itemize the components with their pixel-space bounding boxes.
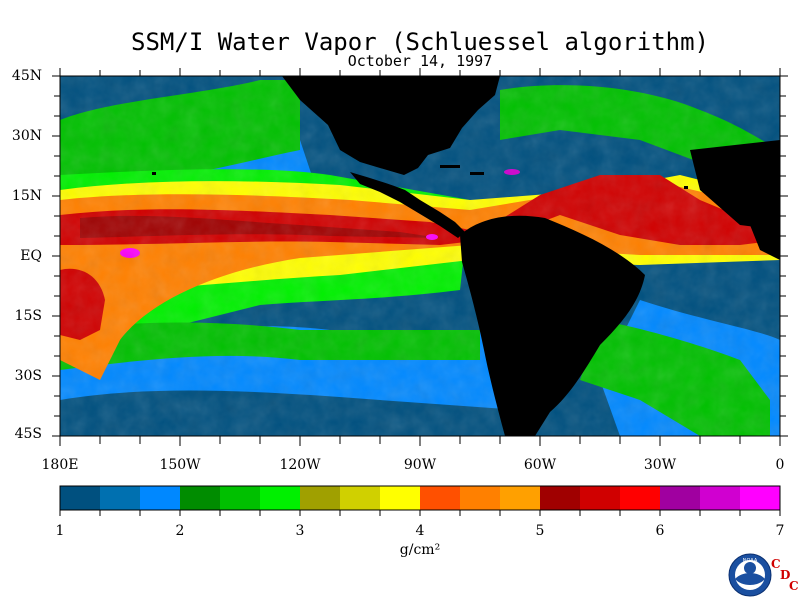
land-central-america — [350, 172, 465, 238]
colorbar-swatch — [340, 486, 381, 510]
colorbar-swatch — [580, 486, 621, 510]
colorbar-label-1: 1 — [55, 523, 65, 539]
land-hawaii — [152, 172, 156, 175]
svg-text:NOAA: NOAA — [743, 558, 758, 564]
map-date: October 14, 1997 — [347, 52, 493, 70]
colorbar-label-4: 4 — [415, 523, 425, 539]
land — [152, 76, 780, 436]
lon-label-120w: 120W — [279, 457, 321, 473]
colorbar-swatch — [260, 486, 301, 510]
land-south-america — [460, 215, 645, 436]
colorbar-swatch — [660, 486, 701, 510]
colorbar-swatch — [380, 486, 421, 510]
land-cuba — [440, 165, 460, 168]
colorbar-label-7: 7 — [775, 523, 785, 539]
colorbar-swatch — [180, 486, 221, 510]
lat-label-45s: 45S — [14, 426, 42, 442]
lat-label-eq: EQ — [20, 248, 42, 264]
lat-label-15s: 15S — [14, 308, 42, 324]
noaa-logo-icon: NOAA — [728, 553, 772, 597]
colorbar-swatch — [500, 486, 541, 510]
colorbar-label-5: 5 — [535, 523, 545, 539]
land-africa — [740, 195, 780, 260]
colorbar-swatch — [100, 486, 141, 510]
lat-label-30n: 30N — [11, 128, 42, 144]
colorbar-swatch — [220, 486, 261, 510]
lon-label-150w: 150W — [159, 457, 201, 473]
cdc-letter-c2: C — [789, 579, 799, 593]
land-north-america — [282, 76, 500, 175]
colorbar-label-3: 3 — [295, 523, 305, 539]
colorbar-swatch — [460, 486, 501, 510]
lon-label-180e: 180E — [41, 457, 79, 473]
lat-label-45n: 45N — [11, 68, 42, 84]
map-title: SSM/I Water Vapor (Schluessel algorithm) — [131, 28, 709, 56]
land-hispaniola — [470, 172, 484, 175]
cdc-letter-c1: C — [771, 557, 781, 571]
lon-label-60w: 60W — [523, 457, 557, 473]
colorbar-ticks — [59, 510, 781, 516]
colorbar-units: g/cm² — [399, 542, 441, 558]
cdc-letter-d: D — [780, 568, 791, 582]
colorbar-swatch — [140, 486, 181, 510]
lat-label-30s: 30S — [14, 368, 42, 384]
colorbar-swatch — [740, 486, 781, 510]
colorbar-swatch — [620, 486, 661, 510]
axis-ticks — [52, 68, 788, 446]
lon-label-30w: 30W — [643, 457, 677, 473]
colorbar-swatch — [540, 486, 581, 510]
colorbar — [59, 485, 781, 511]
map-field — [60, 76, 780, 436]
lat-label-15n: 15N — [11, 188, 42, 204]
lon-label-0: 0 — [775, 457, 785, 473]
colorbar-swatch — [700, 486, 741, 510]
colorbar-label-2: 2 — [175, 523, 185, 539]
land-cape-verde — [684, 186, 688, 189]
colorbar-swatch — [420, 486, 461, 510]
colorbar-swatch — [60, 486, 101, 510]
colorbar-label-6: 6 — [655, 523, 665, 539]
lon-label-90w: 90W — [403, 457, 437, 473]
colorbar-swatch — [300, 486, 341, 510]
